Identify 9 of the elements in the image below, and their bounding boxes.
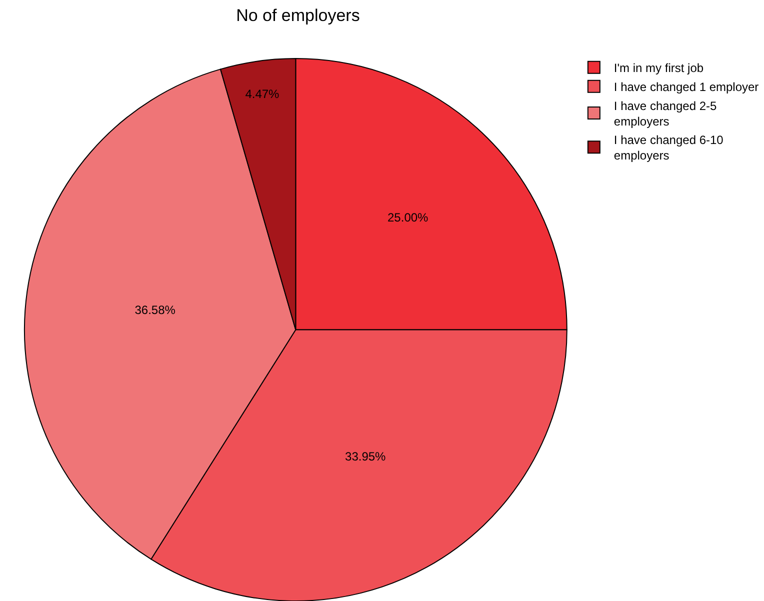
- data-label: 33.95%: [345, 449, 386, 464]
- chart-title: No of employers: [236, 6, 360, 25]
- data-label: 4.47%: [245, 87, 280, 102]
- legend-label: I have changed 1 employer: [614, 80, 759, 94]
- legend-label: I have changed 2-5 employers: [614, 98, 717, 128]
- data-label: 25.00%: [388, 210, 429, 224]
- legend-label: I have changed 6-10 employers: [614, 133, 724, 163]
- data-label: 36.58%: [134, 302, 176, 317]
- legend-label: I'm in my first job: [614, 61, 704, 76]
